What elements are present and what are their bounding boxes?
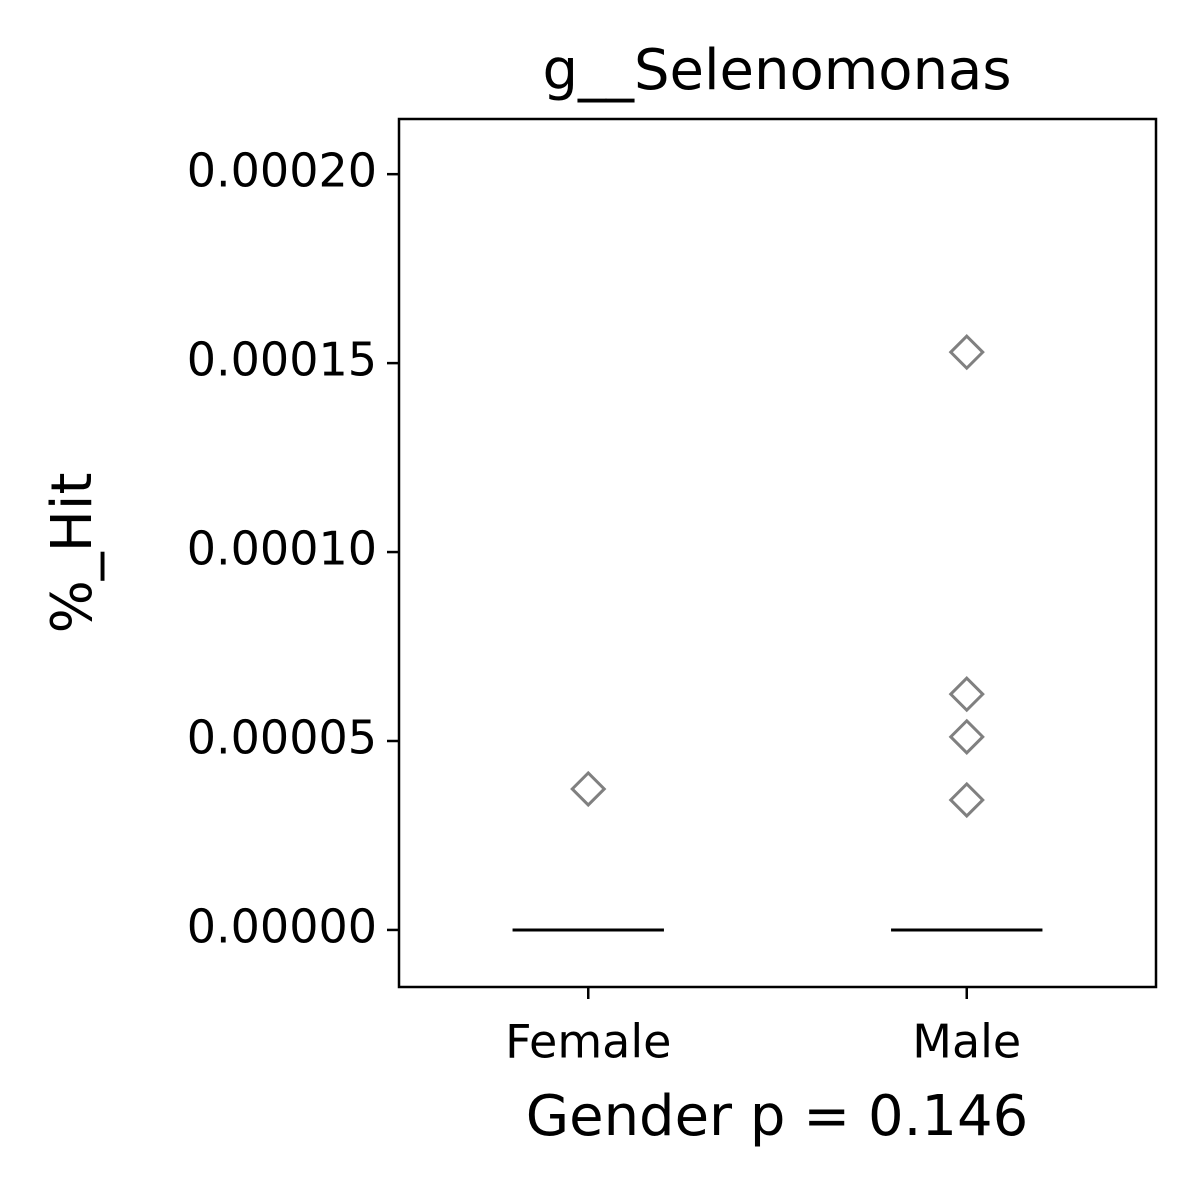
- outlier: [948, 334, 985, 371]
- y-tick-label: 0.00015: [187, 333, 377, 387]
- x-tick-label: Male: [912, 1015, 1021, 1069]
- outlier: [948, 718, 985, 755]
- y-tick-label: 0.00010: [187, 522, 377, 576]
- y-tick-label: 0.00020: [187, 144, 377, 198]
- x-tick-label: Female: [505, 1015, 671, 1069]
- outlier: [570, 770, 607, 808]
- outlier: [948, 676, 985, 713]
- y-axis-label: %_Hit: [40, 473, 105, 634]
- chart-title: g__Selenomonas: [542, 38, 1011, 103]
- y-tick-label: 0.00005: [187, 710, 377, 764]
- y-tick-label: 0.00000: [187, 899, 377, 953]
- outlier: [948, 781, 985, 819]
- x-axis-label: Gender p = 0.146: [526, 1084, 1029, 1149]
- plot-frame: [397, 117, 1158, 989]
